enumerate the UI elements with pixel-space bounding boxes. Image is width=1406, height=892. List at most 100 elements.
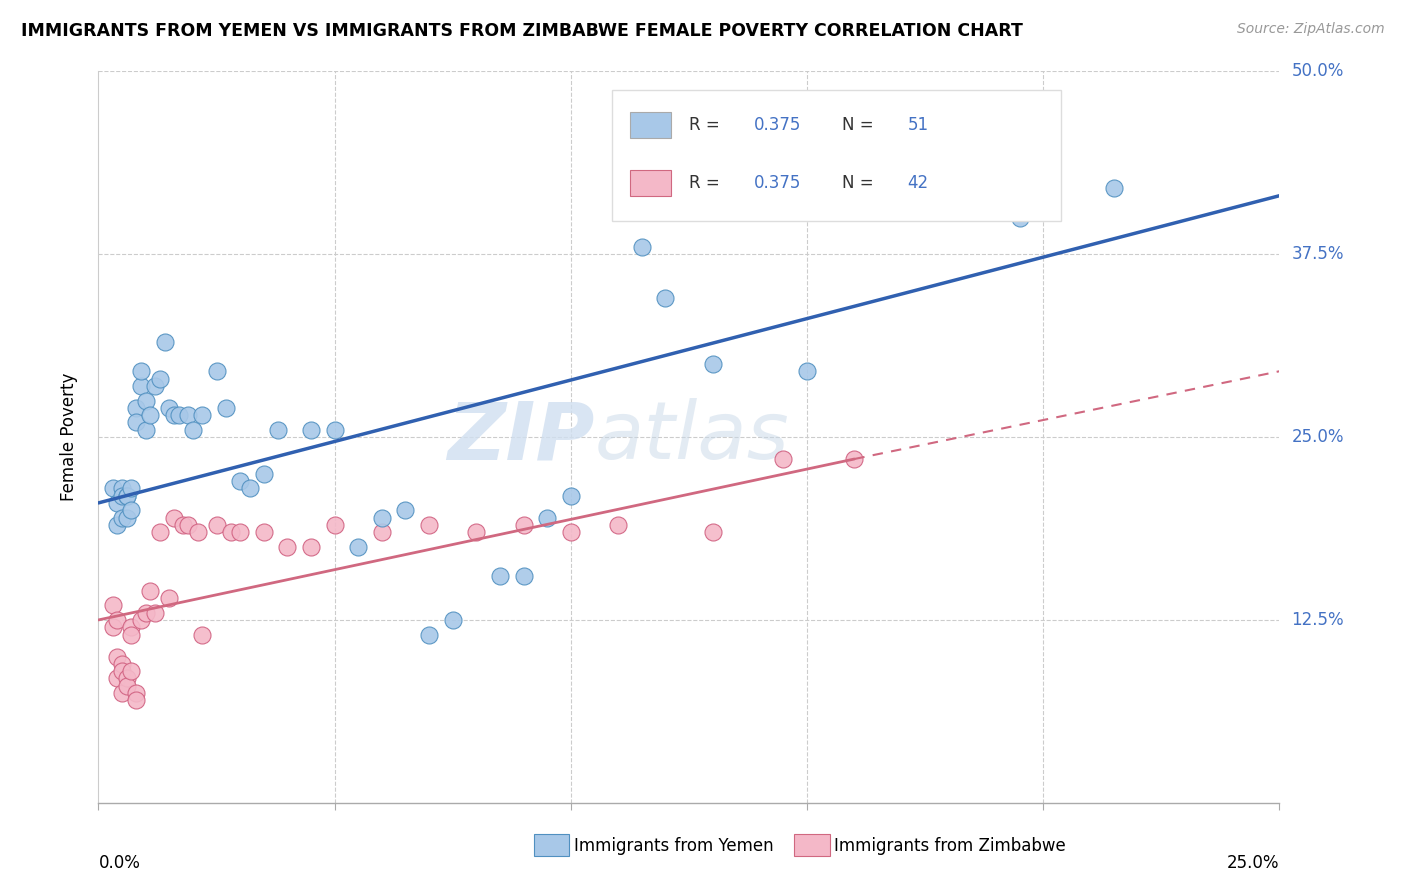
Text: N =: N = (842, 116, 879, 134)
Point (229, 525, 252, 540)
Point (536, 510, 558, 524)
Text: 25.0%: 25.0% (1291, 428, 1344, 446)
Point (215, 401, 238, 415)
Point (121, 481, 143, 495)
Point (111, 686, 134, 700)
Point (163, 408, 186, 422)
Point (115, 510, 138, 524)
Point (844, 452, 866, 467)
Point (111, 510, 134, 524)
Point (796, 364, 818, 378)
Point (125, 693, 148, 707)
Point (371, 510, 394, 524)
Point (143, 606, 166, 620)
Point (371, 525, 394, 540)
Text: 12.5%: 12.5% (1291, 611, 1344, 629)
Point (177, 408, 200, 422)
Point (135, 423, 157, 437)
Point (111, 489, 134, 503)
Point (1102, 181, 1125, 195)
Text: 0.375: 0.375 (754, 116, 801, 134)
Point (111, 657, 134, 671)
Text: 42: 42 (907, 174, 928, 193)
Point (125, 416, 148, 430)
Point (135, 606, 157, 620)
Point (299, 423, 322, 437)
Point (105, 517, 128, 532)
Point (347, 540, 370, 554)
Point (129, 379, 152, 393)
Point (125, 686, 148, 700)
Text: 37.5%: 37.5% (1291, 245, 1344, 263)
Point (105, 613, 128, 627)
Point (1008, 211, 1031, 225)
Point (177, 517, 200, 532)
Text: 25.0%: 25.0% (1227, 854, 1279, 872)
Point (101, 481, 124, 495)
Text: Immigrants from Zimbabwe: Immigrants from Zimbabwe (834, 837, 1066, 855)
Point (149, 525, 172, 540)
Point (121, 664, 143, 678)
Point (115, 679, 138, 693)
Point (115, 489, 138, 503)
Point (129, 364, 152, 378)
Point (702, 525, 724, 540)
Point (101, 599, 124, 613)
Text: 0.375: 0.375 (754, 174, 801, 193)
Point (253, 467, 276, 481)
Point (149, 371, 172, 385)
Text: ZIP: ZIP (447, 398, 595, 476)
Point (772, 452, 794, 467)
Point (512, 569, 534, 583)
Point (105, 496, 128, 510)
Point (121, 620, 143, 634)
Point (135, 393, 157, 408)
Point (323, 517, 346, 532)
Point (125, 401, 148, 415)
Text: R =: R = (689, 174, 725, 193)
Point (181, 423, 204, 437)
Point (239, 481, 262, 495)
Point (105, 649, 128, 664)
Y-axis label: Female Poverty: Female Poverty (59, 373, 77, 501)
Point (157, 401, 180, 415)
Point (121, 627, 143, 641)
Text: IMMIGRANTS FROM YEMEN VS IMMIGRANTS FROM ZIMBABWE FEMALE POVERTY CORRELATION CHA: IMMIGRANTS FROM YEMEN VS IMMIGRANTS FROM… (21, 22, 1024, 40)
Point (630, 240, 652, 254)
Point (101, 620, 124, 634)
Point (654, 291, 676, 305)
Text: 50.0%: 50.0% (1291, 62, 1344, 80)
Point (267, 423, 290, 437)
Point (253, 525, 276, 540)
Point (560, 489, 582, 503)
Text: Immigrants from Yemen: Immigrants from Yemen (574, 837, 773, 855)
Point (111, 664, 134, 678)
Bar (630, 112, 671, 137)
Point (219, 525, 242, 540)
FancyBboxPatch shape (612, 90, 1062, 221)
Point (205, 364, 228, 378)
Point (129, 613, 152, 627)
Point (418, 517, 440, 532)
Text: 0.0%: 0.0% (98, 854, 141, 872)
Point (153, 334, 176, 349)
Point (105, 672, 128, 686)
Point (465, 525, 488, 540)
Text: 51: 51 (907, 116, 928, 134)
Point (702, 357, 724, 371)
Text: atlas: atlas (595, 398, 789, 476)
Text: R =: R = (689, 116, 725, 134)
Text: Source: ZipAtlas.com: Source: ZipAtlas.com (1237, 22, 1385, 37)
Point (607, 517, 630, 532)
Point (115, 672, 138, 686)
Point (139, 408, 162, 422)
Point (139, 583, 162, 598)
Point (560, 525, 582, 540)
Point (157, 591, 180, 605)
Point (489, 569, 512, 583)
Point (418, 627, 440, 641)
Point (111, 481, 134, 495)
Bar (630, 170, 671, 196)
Point (172, 517, 194, 532)
Point (276, 540, 298, 554)
